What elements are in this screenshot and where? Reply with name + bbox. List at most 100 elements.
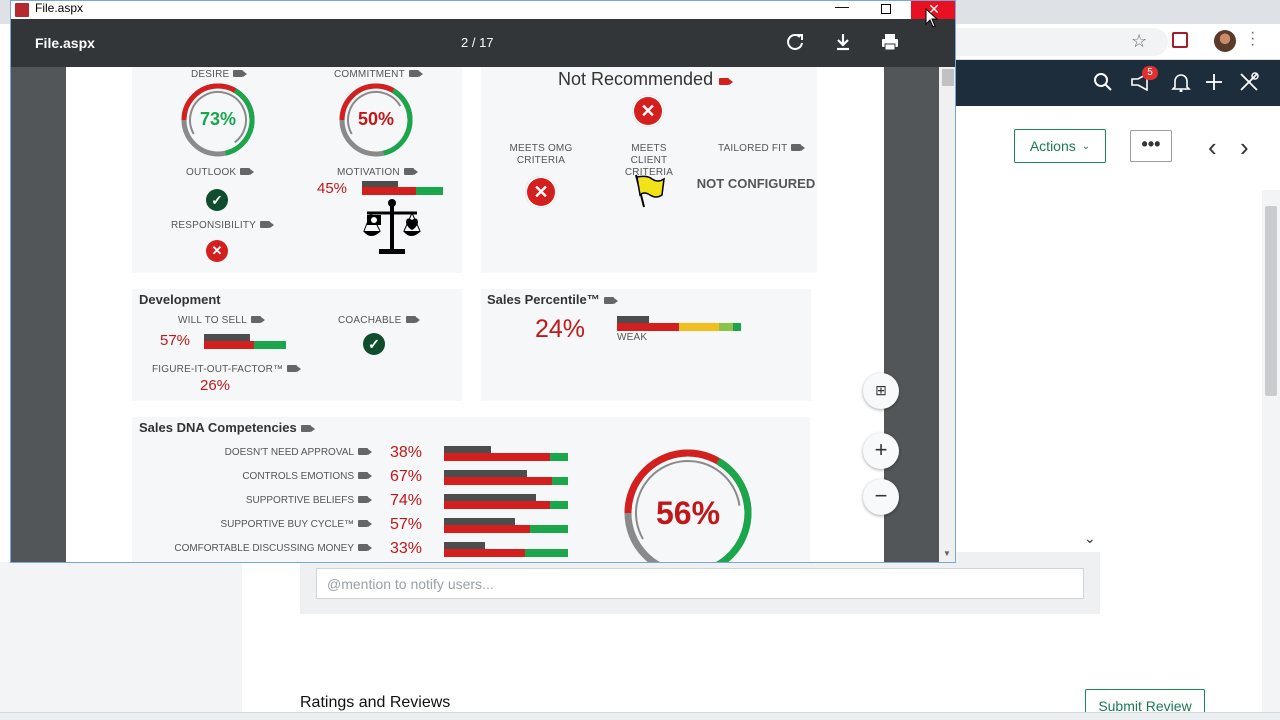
sales-percentile-value: 24%: [535, 315, 586, 343]
video-icon: [358, 448, 372, 455]
address-bar[interactable]: [956, 28, 1168, 56]
competency-label: SUPPORTIVE BUY CYCLE™: [156, 519, 372, 530]
rotate-icon[interactable]: [784, 31, 806, 53]
gauge-value-arc: [347, 91, 405, 149]
mouse-cursor-icon: [925, 8, 939, 28]
meets-client-label: MEETS CLIENT CRITERIA: [624, 143, 674, 178]
gauge-green-segment: [181, 83, 255, 157]
percentile-bar-green: [733, 323, 741, 331]
competency-bar-green: [552, 477, 568, 485]
motivation-label: MOTIVATION: [337, 167, 418, 178]
previous-record-icon[interactable]: ‹: [1208, 132, 1217, 162]
tools-icon[interactable]: [1239, 72, 1259, 92]
sales-percentile-panel: [481, 289, 811, 401]
page-scrollbar-thumb[interactable]: [1265, 206, 1277, 396]
percentile-bar-red: [617, 323, 679, 331]
coachable-check-icon: ✓: [363, 333, 385, 355]
competency-bar-red: [444, 525, 530, 533]
meets-omg-label: MEETS OMG CRITERIA: [509, 143, 573, 166]
pdf-scrollbar-thumb[interactable]: [942, 69, 954, 86]
video-icon: [240, 168, 255, 175]
commitment-label: COMMITMENT: [334, 69, 423, 80]
video-icon: [358, 496, 372, 503]
development-panel: [132, 289, 462, 401]
competency-label: DOESN'T NEED APPROVAL: [156, 447, 372, 458]
fit-page-icon[interactable]: ⊞: [863, 373, 899, 409]
actions-button[interactable]: Actions ⌄: [1014, 129, 1106, 163]
competency-value: 33%: [390, 540, 423, 557]
video-icon: [358, 520, 372, 527]
will-to-sell-bar-red: [204, 341, 254, 349]
competency-bar-score: [444, 494, 536, 502]
competency-label: CONTROLS EMOTIONS: [156, 471, 372, 482]
competencies-overall-value: 56%: [655, 495, 721, 531]
expand-chevron-icon[interactable]: ⌄: [1084, 530, 1096, 546]
gauge-value-arc: [635, 460, 741, 562]
percentile-bar-lightgreen: [719, 323, 733, 331]
outlook-check-icon: ✓: [206, 189, 228, 211]
video-icon: [358, 472, 372, 479]
recommendation-title: Not Recommended: [558, 69, 734, 90]
tailored-fit-value: NOT CONFIGURED: [696, 176, 816, 191]
motivation-bar-score: [362, 181, 398, 189]
window-titlebar[interactable]: File.aspx — ✕: [11, 0, 955, 19]
bell-icon[interactable]: [1171, 72, 1191, 92]
megaphone-icon[interactable]: [1130, 73, 1152, 91]
video-icon: [791, 144, 806, 151]
development-title: Development: [139, 292, 221, 307]
more-options-button[interactable]: •••: [1130, 130, 1172, 162]
pdf-scrollbar-track[interactable]: [939, 67, 955, 562]
star-icon[interactable]: ☆: [1131, 31, 1148, 51]
app-header-bar: [956, 60, 1280, 106]
coachable-label: COACHABLE: [338, 315, 420, 326]
will-to-sell-label: WILL TO SELL: [178, 315, 265, 326]
desire-label: DESIRE: [191, 69, 248, 80]
video-icon: [719, 78, 734, 85]
scroll-down-arrow-icon[interactable]: ▼: [943, 549, 951, 558]
video-icon: [358, 544, 372, 551]
notification-badge: 5: [1142, 66, 1158, 80]
will-to-sell-value: 57%: [160, 332, 191, 349]
search-icon[interactable]: [1093, 72, 1113, 92]
browser-menu-icon[interactable]: · · ·: [1250, 24, 1256, 53]
maximize-button[interactable]: [879, 1, 893, 15]
tailored-fit-label: TAILORED FIT: [718, 143, 806, 154]
profile-avatar[interactable]: [1214, 30, 1236, 52]
competency-value: 74%: [390, 492, 423, 509]
competency-value: 38%: [390, 444, 423, 461]
competency-bar-red: [444, 549, 525, 557]
video-icon: [233, 70, 248, 77]
pdf-viewer-window: File.aspx — ✕ File.aspx 2 / 17 DESIRE 73…: [10, 0, 956, 563]
competency-bar-red: [444, 501, 550, 509]
competency-bar-score: [444, 446, 491, 454]
competency-bar-green: [550, 501, 568, 509]
print-icon[interactable]: [879, 31, 901, 53]
competency-label: SUPPORTIVE BELIEFS: [156, 495, 372, 506]
zoom-out-icon[interactable]: −: [863, 479, 899, 515]
flag-icon: [635, 174, 665, 208]
plus-icon[interactable]: [1205, 73, 1223, 91]
extension-icon[interactable]: [1172, 32, 1188, 48]
mention-input[interactable]: [316, 568, 1084, 599]
figure-it-out-value: 26%: [200, 377, 231, 394]
actions-label: Actions: [1029, 138, 1076, 154]
competency-bar-red: [444, 477, 552, 485]
next-record-icon[interactable]: ›: [1240, 132, 1249, 162]
competency-bar-score: [444, 542, 485, 550]
video-icon: [405, 316, 420, 323]
competency-bar-green: [550, 453, 568, 461]
responsibility-label: RESPONSIBILITY: [171, 220, 275, 231]
minimize-button[interactable]: —: [835, 0, 849, 14]
download-icon[interactable]: [832, 31, 854, 53]
responsibility-x-icon: ✕: [206, 240, 228, 262]
zoom-in-icon[interactable]: +: [863, 433, 899, 469]
video-icon: [300, 425, 315, 432]
competency-bar-green: [530, 525, 568, 533]
close-button[interactable]: ✕: [911, 1, 955, 19]
chevron-down-icon: ⌄: [1081, 140, 1091, 152]
motivation-bar-red: [362, 187, 416, 195]
gauge-value-arc: [189, 91, 247, 149]
video-icon: [260, 221, 275, 228]
scales-icon: [363, 199, 421, 254]
commitment-value: 50%: [357, 109, 395, 129]
